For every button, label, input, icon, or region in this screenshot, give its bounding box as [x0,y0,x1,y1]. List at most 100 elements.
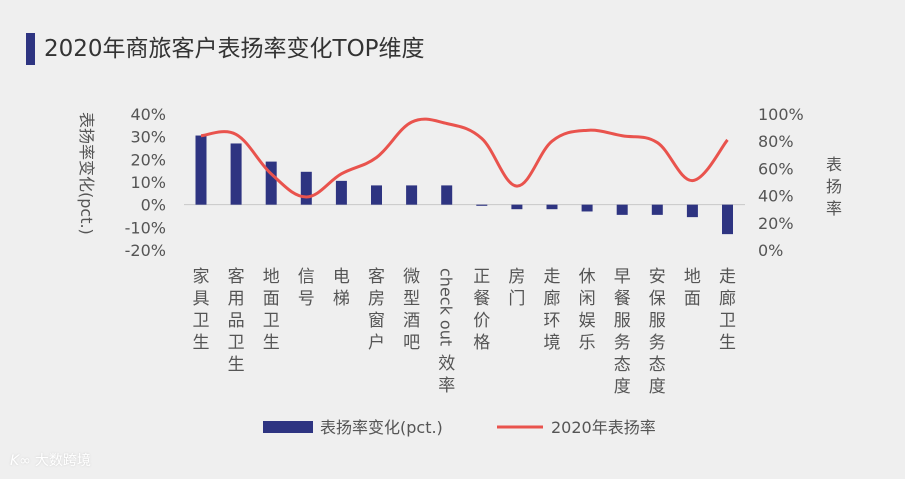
right-tick-label: 60% [758,159,794,178]
category-label-char: 正 [473,267,490,287]
category-label-char: 务 [649,333,666,353]
right-axis-ticks: 100% 80% 60% 40% 20% 0% [758,105,804,260]
category-label-char: 率 [438,376,455,396]
category-label-char: 面 [684,289,701,309]
category-label-char: 卫 [263,311,280,331]
left-tick-label: -10% [125,218,166,237]
category-label-char: 酒 [403,311,420,331]
category-label-char: 具 [193,289,210,309]
chart-title: 2020年商旅客户表扬率变化TOP维度 [44,36,425,62]
category-label-char: 保 [649,289,666,309]
category-label-char: 餐 [473,289,490,309]
category-label-char: 地 [684,267,701,287]
bar-电梯 [335,180,347,205]
category-label-char: 卫 [193,311,210,331]
watermark: K∞ 大数跨境 [10,450,91,472]
category-label-char: 闲 [579,289,596,309]
category-label-char: 号 [298,289,315,309]
category-label-char: 房 [368,289,385,309]
category-label: check out 效率 [437,268,456,396]
left-tick-label: 0% [141,196,166,215]
category-label-char: 生 [193,333,210,353]
category-label-char: 吧 [403,333,420,353]
category-label-char: 务 [614,333,631,353]
category-label-char: 服 [649,311,666,331]
legend-line-label: 2020年表扬率 [551,418,656,437]
bar-客房窗户 [371,185,382,205]
left-axis-ticks: 40% 30% 20% 10% 0% -10% -20% [125,105,166,260]
category-label: 信号 [298,267,315,309]
bar-正餐价格 [476,204,488,206]
category-label-char: 服 [614,311,631,331]
left-tick-label: 20% [130,150,166,169]
category-label-char: 价 [473,311,490,331]
bar-休闲娱乐 [581,204,593,212]
right-tick-label: 100% [758,105,804,124]
bar-地面卫生 [265,161,277,205]
title-accent-bar [26,33,35,65]
legend-bar-label: 表扬率变化(pct.) [320,418,443,437]
right-axis-title-char: 扬 [826,177,842,196]
category-label-char: 卫 [228,333,245,353]
category-label-char: 客 [228,267,245,287]
bar-check out效率 [441,185,453,205]
right-axis-title-char: 率 [826,199,842,218]
category-label-char: 品 [228,311,245,331]
category-label: 电梯 [333,267,350,309]
category-label-char: 境 [544,333,561,353]
right-tick-label: 20% [758,214,794,233]
category-label-char: 梯 [333,289,350,309]
right-tick-label: 0% [758,241,783,260]
category-label-text: check out [437,268,456,346]
category-label: 房门 [508,267,525,309]
category-label-char: 生 [263,333,280,353]
category-label-char: 餐 [614,289,631,309]
bar-series [195,135,733,235]
category-label-char: 早 [614,267,631,287]
bar-房门 [511,204,523,210]
bar-家具卫生 [195,135,207,205]
right-axis-title-char: 表 [826,155,842,174]
left-tick-label: 40% [130,105,166,124]
legend[interactable]: 表扬率变化(pct.) 2020年表扬率 [263,418,656,437]
left-axis-label: 表扬率变化(pct.) [77,112,96,235]
category-label-char: 微 [403,267,420,287]
bar-走廊环境 [546,204,558,210]
category-label-char: 效 [438,354,455,374]
right-axis-label: 表扬率 [826,155,842,218]
bar-客用品卫生 [230,143,242,205]
category-label-char: 生 [719,333,736,353]
watermark-logo-icon: K∞ [10,453,31,469]
category-label-char: 生 [228,355,245,375]
category-label-char: 乐 [579,333,596,353]
right-tick-label: 40% [758,187,794,206]
category-label-char: 面 [263,289,280,309]
category-label-char: 家 [193,267,210,287]
category-label-char: 电 [333,267,350,287]
category-label-char: 态 [614,355,631,375]
category-label-char: 态 [649,355,666,375]
category-label-char: 廊 [719,289,736,309]
category-label-char: 房 [508,267,525,287]
line-series [200,117,729,199]
category-label: 地面 [684,267,701,309]
bar-信号 [300,171,312,205]
bar-微型酒吧 [406,185,418,205]
category-label-char: 门 [508,289,525,309]
right-tick-label: 80% [758,132,794,151]
category-label-char: 型 [403,289,420,309]
left-axis-title: 表扬率变化(pct.) [77,112,96,235]
category-label-char: 度 [649,377,666,397]
category-label-char: 客 [368,267,385,287]
category-label-char: 走 [719,267,736,287]
watermark-text: 大数跨境 [34,453,91,469]
